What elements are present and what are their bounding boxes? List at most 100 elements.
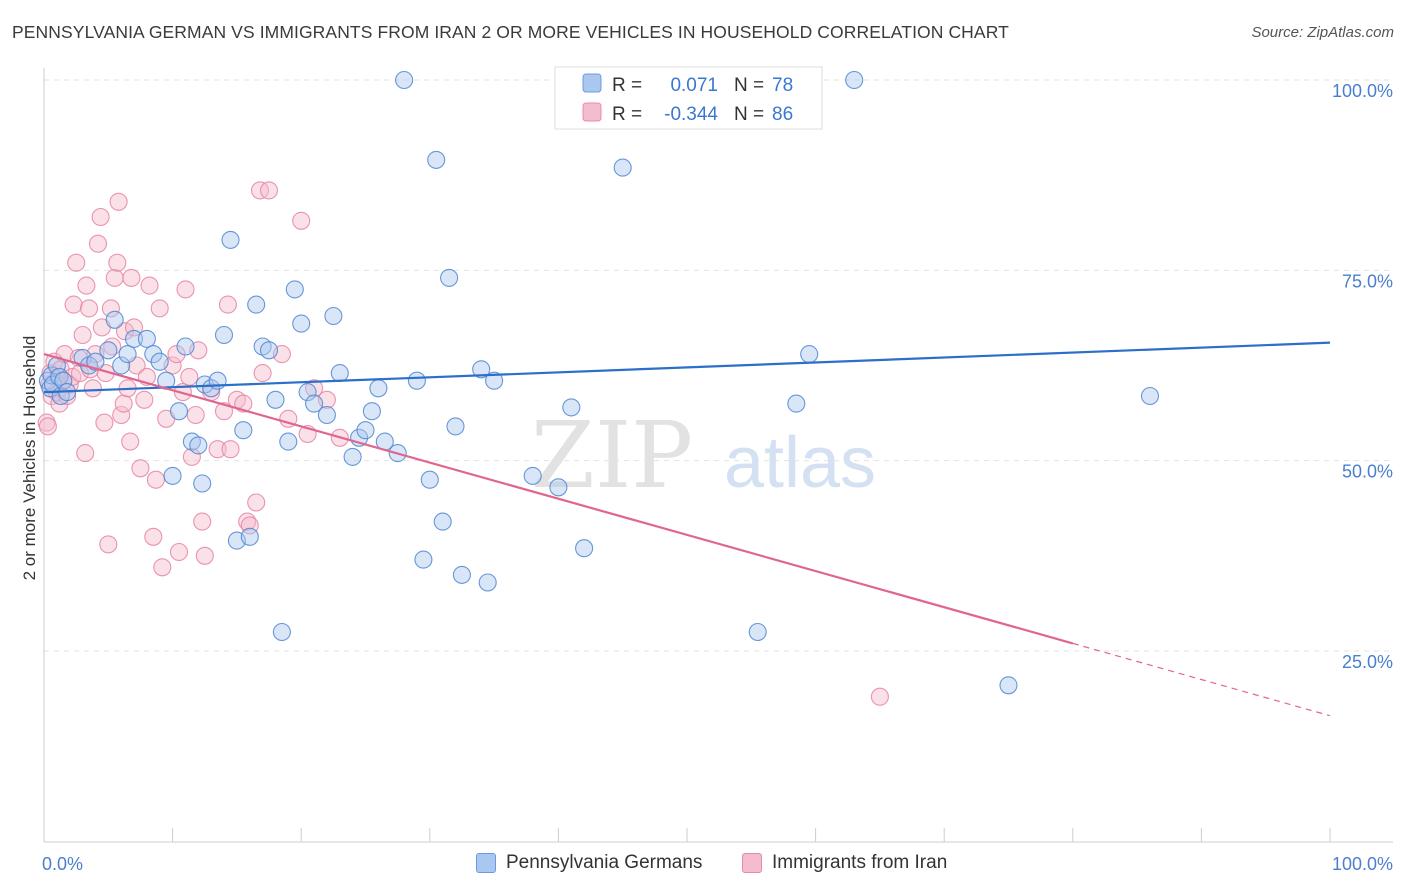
watermark: ZIP atlas [531,402,876,509]
legend-item-pennsylvania-germans[interactable]: Pennsylvania Germans [476,852,702,874]
legend-n-label-2: N = [734,104,764,125]
point-pennsylvania-germans-33 [234,421,253,440]
point-immigrants-from-iran-20 [76,444,95,463]
axes-layer [43,68,1393,843]
point-immigrants-from-iran-61 [186,405,205,425]
point-pennsylvania-germans-64 [472,360,491,379]
point-immigrants-from-iran-77 [259,181,279,200]
point-immigrants-from-iran-36 [109,192,128,211]
point-pennsylvania-germans-25 [189,436,208,455]
point-pennsylvania-germans-37 [259,341,279,360]
point-pennsylvania-germans-34 [240,527,259,546]
point-pennsylvania-germans-55 [395,70,414,90]
grid-layer: 25.0% 50.0% 75.0% 100.0% [44,79,1393,672]
legend-r-value-2: -0.344 [664,104,718,125]
point-pennsylvania-germans-26 [193,474,212,493]
point-pennsylvania-germans-12 [99,341,118,360]
point-immigrants-from-iran-26 [88,234,108,253]
point-pennsylvania-germans-65 [478,573,497,592]
point-pennsylvania-germans-28 [202,379,221,398]
point-pennsylvania-germans-41 [285,280,304,299]
series-legend: Pennsylvania Germans Immigrants from Ira… [0,850,1406,880]
point-pennsylvania-germans-52 [369,379,388,398]
point-pennsylvania-germans-69 [562,398,581,417]
point-immigrants-from-iran-63 [193,512,212,531]
point-immigrants-from-iran-48 [140,276,159,295]
legend-n-value-2: 86 [772,104,793,125]
point-pennsylvania-germans-14 [112,356,131,375]
x-tick-label-start: 0.0% [42,854,83,874]
point-immigrants-from-iran-64 [195,546,214,565]
point-immigrants-from-iran-1 [38,417,57,436]
point-immigrants-from-iran-41 [121,432,140,451]
point-immigrants-from-iran-56 [169,542,189,562]
point-pennsylvania-germans-59 [427,150,446,169]
stats-legend: R = 0.071 N = 78 R = -0.344 N = 86 [554,66,823,130]
point-pennsylvania-germans-22 [169,402,189,421]
point-pennsylvania-germans-57 [414,550,433,569]
legend-r-value-1: 0.071 [670,75,718,96]
point-pennsylvania-germans-62 [446,417,465,436]
point-pennsylvania-germans-38 [266,390,285,409]
trend-line-immigrants-from-iran-extension [1072,642,1331,717]
point-immigrants-from-iran-27 [91,207,110,227]
legend-r-label-2: R = [612,104,642,125]
point-pennsylvania-germans-18 [144,345,163,364]
x-tick-label-end: 100.0% [1332,854,1393,874]
point-pennsylvania-germans-51 [362,402,381,421]
point-pennsylvania-germans-79 [1140,386,1160,406]
point-immigrants-from-iran-22 [79,299,99,318]
point-pennsylvania-germans-23 [176,337,195,356]
y-tick-label-75: 75.0% [1342,271,1393,291]
point-pennsylvania-germans-71 [613,158,632,177]
point-immigrants-from-iran-19 [73,325,92,345]
legend-n-value-1: 78 [772,75,793,96]
y-tick-label-25: 25.0% [1342,652,1393,672]
point-immigrants-from-iran-80 [292,211,311,230]
point-pennsylvania-germans-45 [317,405,336,425]
legend-label-pennsylvania-germans: Pennsylvania Germans [506,852,703,873]
point-immigrants-from-iran-85 [870,687,889,706]
trend-line-pennsylvania-germans [43,341,1331,394]
point-pennsylvania-germans-60 [433,512,452,531]
legend-label-immigrants-from-iran: Immigrants from Iran [772,852,948,873]
point-immigrants-from-iran-74 [247,493,266,512]
point-pennsylvania-germans-39 [272,622,291,642]
point-immigrants-from-iran-51 [150,299,169,318]
y-tick-label-50: 50.0% [1342,462,1393,482]
point-pennsylvania-germans-46 [324,306,343,326]
point-immigrants-from-iran-29 [95,413,114,432]
watermark-atlas: atlas [724,423,876,503]
point-pennsylvania-germans-68 [549,478,568,497]
point-pennsylvania-germans-48 [343,447,362,466]
trend-line-immigrants-from-iran [43,353,1074,645]
point-immigrants-from-iran-58 [176,280,195,299]
point-pennsylvania-germans-58 [420,470,439,489]
trend-layer [43,341,1331,717]
point-pennsylvania-germans-50 [356,421,375,440]
point-immigrants-from-iran-42 [122,268,141,287]
legend-swatch-pink [582,102,602,122]
point-immigrants-from-iran-34 [105,268,124,287]
legend-swatch-immigrants-from-iran [742,853,762,873]
legend-item-immigrants-from-iran[interactable]: Immigrants from Iran [742,852,947,874]
point-pennsylvania-germans-67 [523,466,542,485]
point-pennsylvania-germans-47 [330,364,349,383]
point-pennsylvania-germans-40 [279,432,298,451]
legend-r-label-1: R = [612,75,642,96]
point-pennsylvania-germans-63 [452,565,471,584]
point-pennsylvania-germans-43 [298,383,317,402]
point-pennsylvania-germans-44 [305,394,324,413]
point-immigrants-from-iran-66 [208,440,227,459]
point-immigrants-from-iran-15 [64,295,83,314]
point-immigrants-from-iran-68 [218,295,237,314]
point-pennsylvania-germans-70 [575,539,594,558]
legend-swatch-blue [582,73,602,93]
source-label: Source: ZipAtlas.com [1251,24,1394,41]
point-immigrants-from-iran-21 [77,276,96,295]
point-immigrants-from-iran-16 [67,253,86,272]
legend-swatch-pennsylvania-germans [476,853,496,873]
point-pennsylvania-germans-19 [150,352,169,371]
point-immigrants-from-iran-31 [99,535,118,554]
point-immigrants-from-iran-52 [153,558,172,577]
